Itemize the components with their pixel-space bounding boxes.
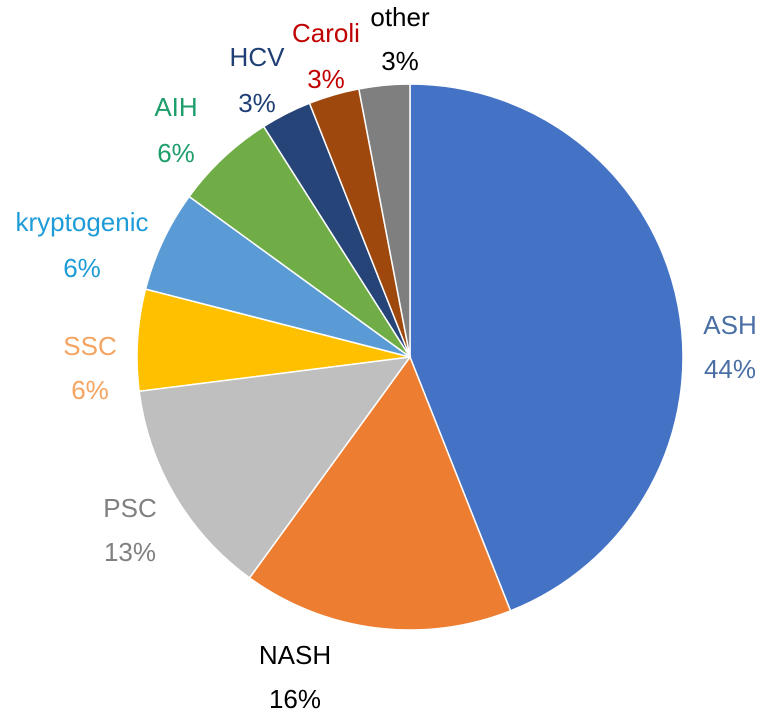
label-ssc-percent: 6% bbox=[71, 375, 109, 405]
label-aih-percent: 6% bbox=[157, 138, 195, 168]
slice-psc bbox=[138, 356, 412, 579]
label-aih-name: AIH bbox=[154, 92, 197, 122]
label-kryptogenic-name: kryptogenic bbox=[16, 207, 149, 237]
label-psc-name: PSC bbox=[103, 493, 156, 523]
slice-ash bbox=[409, 83, 684, 612]
label-ssc-name: SSC bbox=[63, 331, 116, 361]
label-ash-percent: 44% bbox=[704, 354, 756, 384]
label-caroli-percent: 3% bbox=[307, 64, 345, 94]
label-other-name: other bbox=[370, 2, 430, 32]
label-nash-name: NASH bbox=[259, 640, 331, 670]
label-hcv-percent: 3% bbox=[238, 88, 276, 118]
label-other-percent: 3% bbox=[381, 46, 419, 76]
label-hcv-name: HCV bbox=[230, 42, 286, 72]
label-caroli-name: Caroli bbox=[292, 18, 360, 48]
label-nash-percent: 16% bbox=[269, 684, 321, 712]
label-psc-percent: 13% bbox=[104, 537, 156, 567]
slice-nash bbox=[248, 355, 512, 631]
slice-other bbox=[357, 83, 411, 358]
label-kryptogenic-percent: 6% bbox=[63, 253, 101, 283]
label-ash-name: ASH bbox=[703, 310, 756, 340]
pie-slices bbox=[136, 83, 684, 631]
